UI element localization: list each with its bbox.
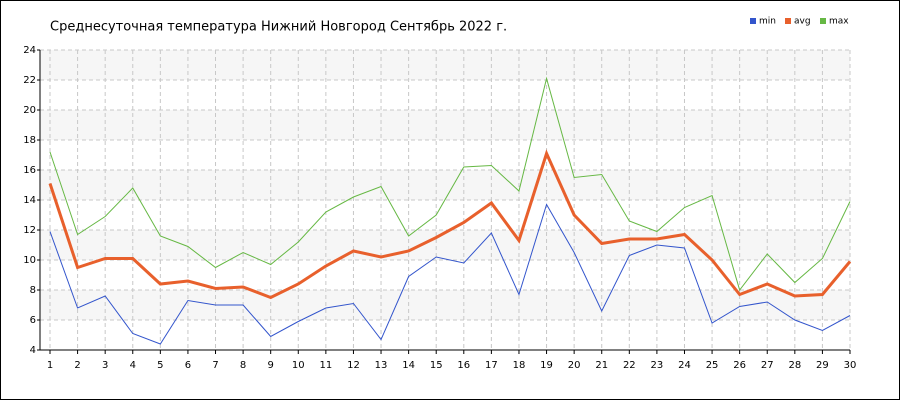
legend-swatch (750, 18, 756, 24)
x-tick-label: 23 (651, 360, 664, 371)
x-tick-label: 1 (47, 360, 53, 371)
y-tick-label: 12 (23, 225, 36, 236)
x-tick-label: 28 (788, 360, 801, 371)
x-tick-label: 2 (74, 360, 80, 371)
y-tick-label: 14 (23, 195, 36, 206)
y-tick-label: 20 (23, 105, 36, 116)
x-tick-label: 7 (212, 360, 218, 371)
x-tick-label: 30 (844, 360, 857, 371)
legend-swatch (785, 18, 791, 24)
band (40, 290, 850, 320)
legend-label: max (829, 17, 849, 27)
x-tick-label: 10 (292, 360, 305, 371)
x-tick-label: 19 (540, 360, 553, 371)
y-tick-label: 10 (23, 255, 36, 266)
chart-title: Среднесуточная температура Нижний Новгор… (50, 20, 507, 35)
x-tick-label: 27 (761, 360, 774, 371)
x-tick-label: 14 (402, 360, 415, 371)
y-tick-label: 18 (23, 135, 36, 146)
x-tick-label: 22 (623, 360, 636, 371)
x-tick-label: 17 (485, 360, 498, 371)
band (40, 50, 850, 80)
x-tick-label: 6 (185, 360, 191, 371)
x-tick-label: 25 (706, 360, 719, 371)
x-tick-label: 21 (595, 360, 608, 371)
series-line (48, 149, 852, 300)
series-line (49, 203, 851, 345)
x-tick-label: 29 (816, 360, 829, 371)
x-tick-label: 18 (513, 360, 526, 371)
x-tick-label: 16 (457, 360, 470, 371)
x-tick-label: 12 (347, 360, 360, 371)
y-tick-label: 22 (23, 75, 36, 86)
legend-label: avg (794, 17, 811, 27)
legend-label: min (759, 17, 776, 27)
y-tick-label: 4 (30, 345, 36, 356)
x-tick-label: 9 (268, 360, 274, 371)
x-tick-label: 15 (430, 360, 443, 371)
band (40, 170, 850, 200)
y-tick-label: 8 (30, 285, 36, 296)
x-tick-label: 4 (130, 360, 136, 371)
y-tick-label: 24 (23, 45, 36, 56)
y-tick-label: 16 (23, 165, 36, 176)
band (40, 110, 850, 140)
x-tick-label: 26 (733, 360, 746, 371)
y-tick-label: 6 (30, 315, 36, 326)
x-tick-label: 11 (319, 360, 332, 371)
legend-swatch (820, 18, 826, 24)
x-tick-label: 3 (102, 360, 108, 371)
x-tick-label: 24 (678, 360, 691, 371)
x-tick-label: 20 (568, 360, 581, 371)
x-tick-label: 13 (375, 360, 388, 371)
x-tick-label: 5 (157, 360, 163, 371)
x-tick-label: 8 (240, 360, 246, 371)
band (40, 230, 850, 260)
series-line (49, 76, 851, 292)
